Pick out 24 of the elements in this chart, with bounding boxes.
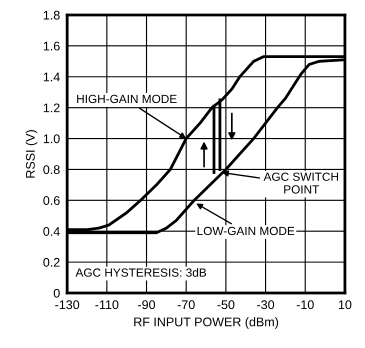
y-tick-label: 1.8 <box>44 10 60 20</box>
annotation: AGC HYSTERESIS: 3dB <box>76 268 206 277</box>
y-tick-label: 0 <box>54 288 60 298</box>
x-axis-title: RF INPUT POWER (dBm) <box>134 317 278 329</box>
x-tick-label: -90 <box>138 300 156 310</box>
y-tick-label: 1.0 <box>44 134 60 144</box>
x-tick-label: -110 <box>95 300 118 310</box>
y-tick-label: 0.4 <box>43 227 60 236</box>
annotation: LOW-GAIN MODE <box>198 226 294 236</box>
x-tick-label: -30 <box>257 300 274 310</box>
y-tick-label: 0.2 <box>43 258 60 267</box>
x-tick-label: -50 <box>217 300 234 310</box>
annotation: HIGH-GAIN MODE <box>77 94 177 104</box>
annotation: AGC SWITCH POINT <box>264 172 338 194</box>
y-tick-label: 0.6 <box>43 196 60 205</box>
y-axis-title: RSSI (V) <box>26 130 38 178</box>
x-tick-label: -130 <box>55 300 80 310</box>
x-tick-label: -70 <box>178 300 195 310</box>
y-tick-label: 1.6 <box>44 42 60 51</box>
x-tick-label: 10 <box>338 300 352 310</box>
y-tick-label: 0.8 <box>43 165 60 174</box>
y-tick-label: 1.4 <box>44 72 60 82</box>
x-tick-label: -10 <box>296 300 314 310</box>
y-tick-label: 1.2 <box>44 103 60 112</box>
